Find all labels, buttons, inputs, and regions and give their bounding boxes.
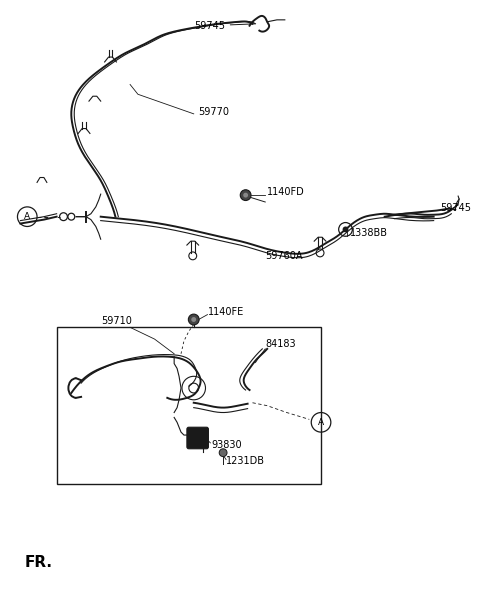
Circle shape <box>188 314 199 325</box>
Circle shape <box>192 317 196 322</box>
Circle shape <box>343 227 348 232</box>
Text: 59770: 59770 <box>199 107 229 117</box>
Text: 1140FE: 1140FE <box>208 307 245 317</box>
Text: 59745: 59745 <box>441 203 471 213</box>
Text: 59745: 59745 <box>194 21 254 31</box>
Text: 1231DB: 1231DB <box>226 456 265 466</box>
Text: A: A <box>318 418 324 427</box>
Text: 59760A: 59760A <box>265 251 303 261</box>
Circle shape <box>243 192 248 198</box>
Text: 1338BB: 1338BB <box>350 229 388 239</box>
Text: A: A <box>24 212 30 221</box>
Bar <box>57 327 321 484</box>
Text: 93830: 93830 <box>211 440 242 450</box>
Text: 1140FD: 1140FD <box>267 187 305 197</box>
Circle shape <box>240 190 251 201</box>
Text: 59710: 59710 <box>101 317 132 326</box>
Text: 84183: 84183 <box>265 339 296 349</box>
Text: FR.: FR. <box>24 555 52 570</box>
FancyBboxPatch shape <box>187 427 208 449</box>
Circle shape <box>219 449 227 456</box>
